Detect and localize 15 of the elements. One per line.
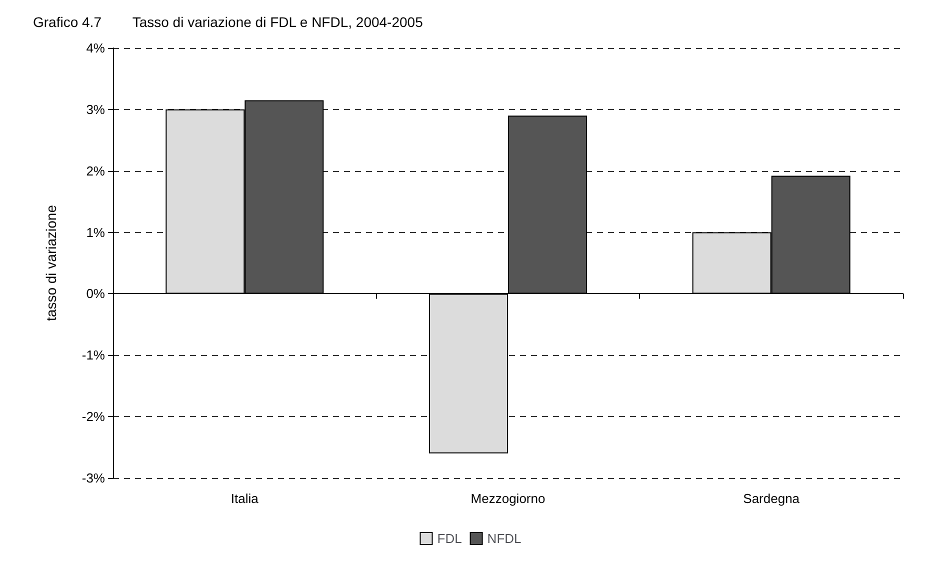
x-tick-label: Italia <box>230 491 260 506</box>
y-tick-label: 1% <box>86 224 106 240</box>
y-tick-label: 0% <box>86 286 106 302</box>
y-tick-label: -2% <box>82 409 106 424</box>
x-tick-label: Sardegna <box>743 491 800 506</box>
x-tick-label: Mezzogiorno <box>470 491 546 506</box>
legend-label: NFDL <box>487 531 522 546</box>
y-axis-title: tasso di variazione <box>43 204 59 321</box>
y-tick-label: -3% <box>82 470 106 486</box>
y-tick-label: 2% <box>86 163 106 178</box>
chart-title: Grafico 4.7 Tasso di variazione di FDL e NFDL, 2004-2005 <box>33 14 424 30</box>
y-tick-label: 3% <box>86 102 106 117</box>
y-tick-label: -1% <box>82 348 106 363</box>
legend-label: FDL <box>437 531 462 546</box>
y-tick-label: 4% <box>86 40 106 56</box>
